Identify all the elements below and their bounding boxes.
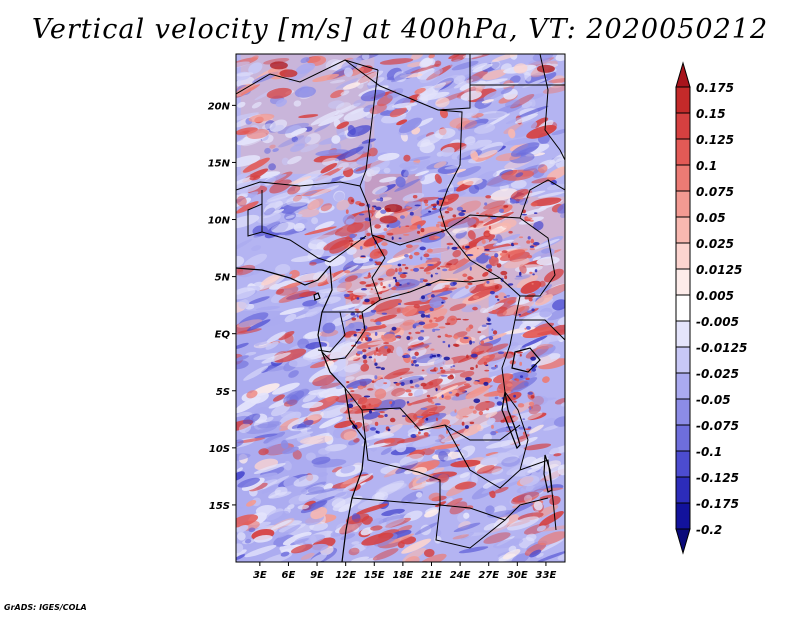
longitude-axis: 3E 6E 9E 12E 15E 18E 21E 24E 27E 30E 33E (253, 562, 557, 581)
map-frame (235, 53, 566, 563)
colorbar-swatch (675, 424, 691, 452)
colorbar-swatch (675, 190, 691, 218)
colorbar-label: 0.0125 (696, 263, 742, 277)
colorbar-label: -0.005 (696, 315, 739, 329)
colorbar-swatch (675, 268, 691, 296)
colorbar-label: -0.125 (696, 471, 739, 485)
velocity-field (236, 54, 565, 562)
coast-angola (341, 387, 366, 562)
colorbar-swatch (675, 372, 691, 400)
colorbar-swatch (675, 164, 691, 192)
border-sahel (236, 181, 373, 236)
colorbar-swatch (675, 450, 691, 478)
bioko-island (313, 292, 321, 301)
border-chad-sudan (437, 109, 463, 231)
colorbar-label: -0.1 (696, 445, 722, 459)
coast-west-africa (236, 265, 331, 286)
border-sudan-eritrea (539, 54, 565, 161)
coastline (236, 265, 553, 562)
colorbar-label: 0.175 (696, 81, 734, 95)
colorbar-swatch (675, 242, 691, 270)
lon-tick-label: 15E (364, 570, 385, 581)
colorbar-label: -0.075 (696, 419, 739, 433)
lon-tick-label: 18E (393, 570, 414, 581)
colorbar-label: 0.125 (696, 133, 734, 147)
border-tanzania (515, 319, 565, 341)
border-north-algeria-niger (236, 59, 379, 95)
lat-tick-label: 10S (209, 444, 230, 455)
border-angola-south (351, 497, 441, 506)
border-ethiopia (519, 179, 565, 219)
colorbar-label: 0.075 (696, 185, 734, 199)
colorbar-label: 0.05 (696, 211, 726, 225)
colorbar-swatch (675, 216, 691, 244)
lat-tick-label: 5S (216, 387, 230, 398)
latitude-axis: 20N 15N 10N 5N EQ 5S 10S 15S (208, 101, 236, 512)
colorbar-label: -0.2 (696, 523, 722, 537)
border-zambia (444, 424, 529, 489)
lat-tick-label: EQ (215, 330, 231, 341)
colorbar-label: -0.025 (696, 367, 739, 381)
colorbar-label: 0.005 (696, 289, 734, 303)
border-car (371, 229, 521, 297)
lon-tick-label: 24E (450, 570, 471, 581)
coast-gulf-of-guinea (317, 265, 346, 389)
colorbar-swatch (675, 476, 691, 504)
border-congo (321, 311, 366, 361)
border-cameroon (330, 234, 386, 313)
border-angola-east (361, 409, 441, 505)
colorbar-swatch (675, 502, 691, 530)
border-benin (247, 203, 263, 237)
border-south-sudan (445, 214, 556, 297)
colorbar-swatch (675, 138, 691, 166)
lon-tick-label: 3E (253, 570, 267, 581)
lon-tick-label: 33E (536, 570, 557, 581)
lake-victoria (511, 347, 541, 373)
colorbar-bottom-arrow (675, 528, 691, 555)
lon-tick-label: 6E (282, 570, 296, 581)
border-libya-chad (344, 59, 439, 111)
border-drc-south (344, 387, 521, 441)
colorbar-top-arrow (675, 61, 691, 88)
colorbar-swatch (675, 294, 691, 322)
country-borders (236, 54, 565, 549)
colorbar-label: -0.0125 (696, 341, 747, 355)
colorbar-label: 0.025 (696, 237, 734, 251)
lake-malawi (543, 454, 553, 493)
map-title: Vertical velocity [m/s] at 400hPa, VT: 2… (31, 14, 769, 45)
lon-tick-label: 21E (421, 570, 442, 581)
colorbar-swatch (675, 320, 691, 348)
map-area (236, 54, 565, 562)
lon-tick-label: 9E (310, 570, 324, 581)
colorbar-swatch (675, 346, 691, 374)
colorbar-swatch (675, 398, 691, 426)
lon-tick-label: 30E (507, 570, 528, 581)
colorbar-swatch (675, 112, 691, 140)
lat-tick-label: 15S (209, 501, 230, 512)
border-niger-chad (359, 69, 379, 187)
colorbar: 0.175 0.15 0.125 0.1 0.075 0.05 0.025 0.0125 0.0… (675, 61, 747, 555)
lat-tick-label: 15N (208, 158, 231, 169)
border-drc-north (379, 277, 501, 301)
lat-tick-label: 5N (215, 273, 231, 284)
colorbar-label: 0.1 (696, 159, 717, 173)
grads-credit: GrADS: IGES/COLA (4, 603, 87, 612)
colorbar-label: -0.175 (696, 497, 739, 511)
border-gabon (317, 311, 346, 353)
lat-tick-label: 10N (208, 216, 231, 227)
colorbar-label: -0.05 (696, 393, 731, 407)
lon-tick-label: 12E (335, 570, 356, 581)
colorbar-swatch (675, 86, 691, 114)
colorbar-label: 0.15 (696, 107, 726, 121)
border-botswana (435, 504, 506, 549)
lon-tick-label: 27E (478, 570, 499, 581)
lat-tick-label: 20N (208, 101, 231, 112)
lake-tanganyika (501, 391, 521, 450)
